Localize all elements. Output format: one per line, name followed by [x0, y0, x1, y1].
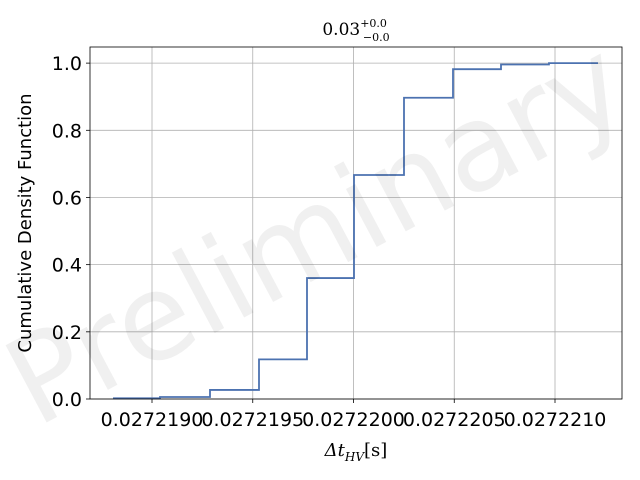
x-axis-label: ΔtHV[s]: [324, 440, 388, 464]
y-tick-label: 0.8: [52, 120, 82, 142]
axes-frame: [89, 46, 623, 400]
x-tick-label: 0.0272195: [201, 409, 304, 431]
y-axis-label: Cumulative Density Function: [15, 93, 36, 352]
y-tick-label: 0.6: [52, 187, 82, 209]
plot-area: [113, 62, 599, 400]
x-tick-label: 0.0272210: [504, 409, 607, 431]
title-main: 0.03: [322, 20, 360, 40]
y-tick-label: 1.0: [52, 53, 82, 75]
x-tick-label: 0.0272200: [302, 409, 405, 431]
title-lower: −0.0: [363, 31, 390, 44]
x-label-unit: [s]: [364, 440, 387, 461]
x-label-subscript: HV: [344, 450, 365, 464]
y-tick-label: 0.4: [52, 255, 82, 277]
x-tick-label: 0.0272190: [101, 409, 204, 431]
y-tick-label: 0.0: [52, 389, 82, 411]
x-label-main: Δt: [324, 440, 346, 461]
labels: 0.02721900.02721950.02722000.02722050.02…: [52, 53, 607, 431]
chart-title: 0.03+0.0 −0.0: [322, 17, 389, 44]
title-upper: +0.0: [360, 17, 387, 30]
cdf-line: [113, 62, 599, 400]
x-tick-label: 0.0272205: [403, 409, 506, 431]
y-tick-label: 0.2: [52, 322, 82, 344]
